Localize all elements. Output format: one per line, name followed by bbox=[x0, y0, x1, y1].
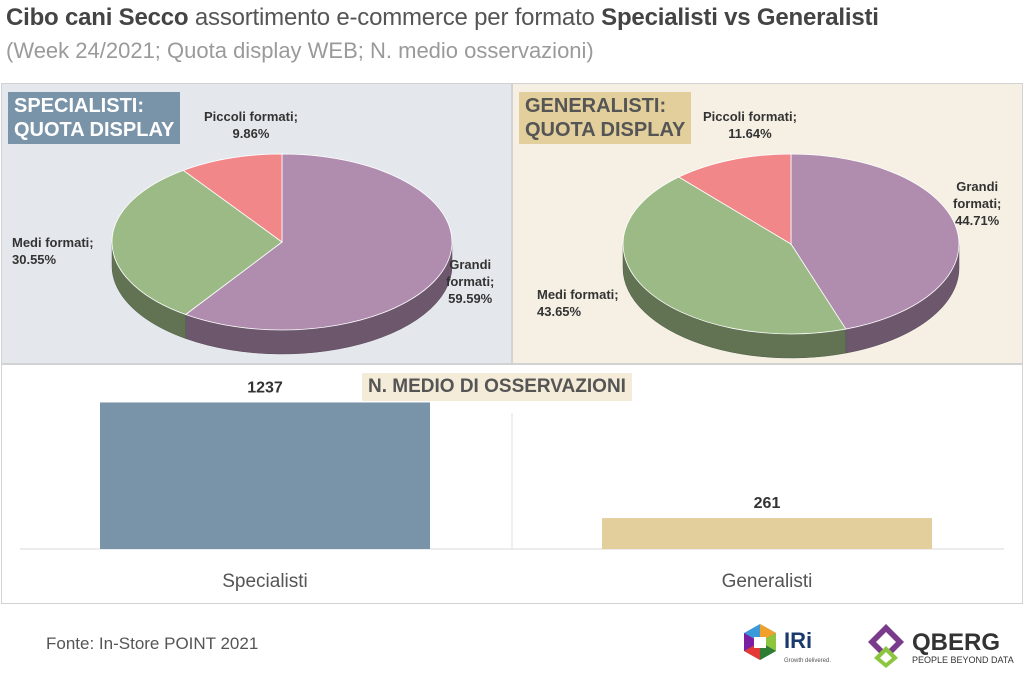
svg-text:Growth delivered.: Growth delivered. bbox=[784, 658, 831, 664]
generalisti-label-piccoli: Piccoli formati; 11.64% bbox=[703, 109, 797, 141]
observations-bar-panel: 1237 Specialisti 261 Generalisti N. MEDIO D… bbox=[1, 364, 1023, 604]
bar-category-specialisti: Specialisti bbox=[222, 571, 308, 592]
bar-value-generalisti: 261 bbox=[754, 495, 781, 512]
generalisti-slice-medi-formati bbox=[622, 176, 847, 335]
bar-category-generalisti: Generalisti bbox=[722, 571, 813, 592]
specialisti-label-piccoli: Piccoli formati; 9.86% bbox=[204, 109, 298, 141]
generalisti-slice-grandi-formati bbox=[790, 153, 960, 330]
specialisti-pie-chart bbox=[111, 153, 453, 355]
specialisti-slice-grandi-formati bbox=[184, 153, 453, 331]
generalisti-slice-piccoli-formati bbox=[677, 153, 792, 245]
bar-generalisti bbox=[602, 518, 932, 549]
title-description: assortimento e-commerce per formato bbox=[188, 4, 602, 31]
page-subtitle: (Week 24/2021; Quota display WEB; N. med… bbox=[6, 38, 594, 63]
title-product: Cibo cani Secco bbox=[6, 4, 189, 31]
iri-logo: IRi Growth delivered. bbox=[744, 624, 831, 664]
generalisti-label-grandi: Grandi formati; 44.71% bbox=[953, 179, 1002, 228]
generalisti-pie-chart bbox=[622, 153, 960, 359]
bar-chart-title: N. MEDIO DI OSSERVAZIONI bbox=[362, 373, 632, 401]
svg-text:PEOPLE BEYOND DATA: PEOPLE BEYOND DATA bbox=[912, 655, 1014, 665]
generalisti-pie-panel: GENERALISTI: QUOTA DISPLAY Piccoli forma… bbox=[512, 83, 1023, 364]
specialisti-pie-panel: SPECIALISTI: QUOTA DISPLAY Piccoli forma… bbox=[1, 83, 512, 364]
svg-text:QBERG: QBERG bbox=[912, 629, 1000, 656]
bar-value-specialisti: 1237 bbox=[247, 379, 283, 396]
specialisti-label-medi: Medi formati; 30.55% bbox=[12, 235, 94, 267]
specialisti-label-grandi: Grandi formati; 59.59% bbox=[446, 257, 495, 306]
svg-text:IRi: IRi bbox=[784, 628, 812, 653]
specialisti-pie-title: SPECIALISTI: QUOTA DISPLAY bbox=[8, 92, 181, 144]
source-note: Fonte: In-Store POINT 2021 bbox=[46, 634, 259, 653]
generalisti-pie-title: GENERALISTI: QUOTA DISPLAY bbox=[519, 92, 692, 144]
specialisti-slice-piccoli-formati bbox=[182, 153, 283, 243]
specialisti-slice-medi-formati bbox=[111, 169, 283, 315]
page-title: Cibo cani Secco assortimento e-commerce … bbox=[6, 4, 879, 32]
bar-specialisti bbox=[100, 402, 430, 549]
title-comparison: Specialisti vs Generalisti bbox=[601, 4, 879, 31]
observations-bar-chart: 1237 Specialisti 261 Generalisti bbox=[20, 379, 1004, 592]
generalisti-label-medi: Medi formati; 43.65% bbox=[537, 287, 619, 319]
qberg-logo: QBERG PEOPLE BEYOND DATA bbox=[868, 624, 1014, 668]
